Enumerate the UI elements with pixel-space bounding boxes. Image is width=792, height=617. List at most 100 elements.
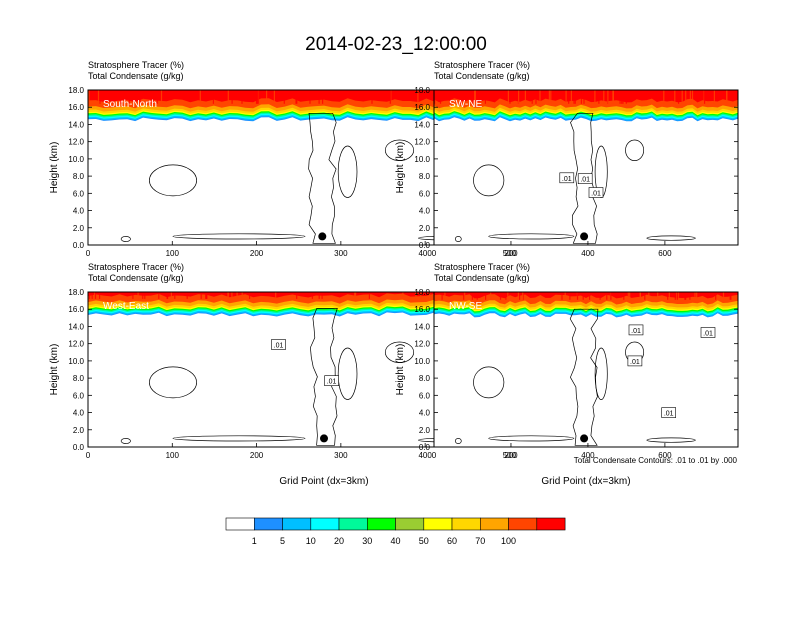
convective-column-contour bbox=[570, 112, 598, 244]
y-tick-label: 14.0 bbox=[68, 322, 84, 331]
tracer-streak bbox=[322, 90, 324, 104]
tracer-streak bbox=[206, 292, 208, 299]
tracer-streak bbox=[550, 90, 552, 104]
tracer-streak bbox=[368, 292, 370, 299]
condensate-contour bbox=[594, 347, 608, 400]
x-tick-label: 600 bbox=[658, 451, 672, 460]
condensate-contour bbox=[646, 437, 696, 443]
tracer-streak bbox=[241, 90, 243, 104]
tracer-streak bbox=[144, 292, 146, 299]
tracer-streak bbox=[689, 90, 691, 104]
tracer-streak bbox=[539, 90, 541, 104]
y-tick-label: 6.0 bbox=[73, 189, 85, 198]
tracer-streak bbox=[568, 90, 570, 104]
tracer-streak bbox=[296, 292, 298, 299]
tracer-streak bbox=[505, 292, 507, 300]
contour-label-box bbox=[628, 324, 644, 336]
tracer-streak bbox=[582, 292, 584, 300]
tracer-streak bbox=[200, 292, 202, 299]
colorbar-swatch bbox=[536, 517, 566, 531]
tracer-streak bbox=[97, 90, 100, 104]
convective-column-contour bbox=[310, 308, 338, 446]
contour-label-box bbox=[324, 375, 339, 387]
tracer-streak bbox=[713, 90, 715, 104]
contour-label-box bbox=[661, 407, 677, 418]
y-tick-label: 0.0 bbox=[419, 241, 431, 250]
tracer-streak bbox=[730, 292, 732, 300]
tracer-streak bbox=[231, 90, 233, 104]
tracer-streak bbox=[622, 90, 624, 104]
tracer-streak bbox=[441, 292, 443, 300]
colorbar-swatch bbox=[479, 517, 509, 531]
tracer-streak bbox=[594, 90, 596, 104]
tracer-streak bbox=[88, 292, 91, 299]
tracer-streak bbox=[105, 90, 107, 104]
colorbar-swatch bbox=[225, 517, 255, 531]
tracer-streak bbox=[464, 292, 466, 300]
tracer-streak bbox=[535, 90, 537, 104]
tracer-streak bbox=[88, 90, 90, 104]
tracer-streak bbox=[639, 292, 641, 300]
contour-label-box bbox=[577, 173, 593, 184]
y-tick-label: 12.0 bbox=[414, 340, 430, 349]
colorbar-label: 50 bbox=[419, 536, 429, 546]
tracer-streak bbox=[589, 292, 591, 300]
y-tick-label: 8.0 bbox=[73, 172, 85, 181]
tracer-streak bbox=[152, 90, 154, 104]
colorbar-label: 100 bbox=[501, 536, 516, 546]
tracer-streak bbox=[256, 90, 258, 104]
x-tick-label: 400 bbox=[581, 249, 595, 258]
tracer-streak bbox=[625, 90, 627, 104]
panel-label: NW-SE bbox=[449, 301, 482, 312]
contour-label: .01 bbox=[580, 177, 590, 184]
tracer-streak bbox=[156, 90, 158, 104]
y-tick-label: 6.0 bbox=[419, 391, 431, 400]
condensate-contour bbox=[488, 435, 575, 442]
tracer-streak bbox=[599, 292, 601, 300]
panel-3: Stratosphere Tracer (%)Total Condensate … bbox=[395, 262, 739, 487]
tracer-streak bbox=[619, 90, 621, 104]
y-tick-label: 18.0 bbox=[68, 86, 84, 95]
condensate-contour bbox=[473, 164, 505, 197]
y-tick-label: 4.0 bbox=[73, 409, 85, 418]
tracer-streak bbox=[627, 292, 629, 300]
y-tick-label: 4.0 bbox=[419, 207, 431, 216]
colorbar-swatch bbox=[423, 517, 453, 531]
tracer-streak bbox=[415, 292, 417, 299]
tracer-streak bbox=[402, 292, 404, 299]
y-tick-label: 10.0 bbox=[68, 155, 84, 164]
condensate-contours bbox=[454, 308, 696, 446]
condensate-contour bbox=[625, 139, 645, 161]
convective-column-contour bbox=[308, 112, 337, 244]
x-tick-label: 400 bbox=[581, 451, 595, 460]
y-tick-label: 10.0 bbox=[414, 357, 430, 366]
condensate-contour bbox=[384, 341, 415, 363]
tracer-streak bbox=[275, 292, 277, 299]
x-tick-label: 0 bbox=[86, 451, 91, 460]
tracer-streak bbox=[199, 90, 201, 104]
tracer-streak bbox=[663, 90, 665, 104]
tracer-streak bbox=[607, 90, 609, 104]
tracer-streak bbox=[484, 90, 486, 104]
tracer-streak bbox=[548, 90, 550, 104]
condensate-contour bbox=[646, 235, 696, 241]
colorbar-label: 60 bbox=[447, 536, 457, 546]
tracer-streak bbox=[309, 90, 311, 104]
tracer-streak bbox=[648, 292, 650, 300]
tracer-streak bbox=[524, 90, 526, 104]
tracer-streak bbox=[576, 292, 579, 300]
colorbar-swatch bbox=[366, 517, 396, 531]
panel-label: South-North bbox=[103, 99, 157, 110]
condensate-contour bbox=[473, 366, 505, 399]
panel-title-condensate: Total Condensate (g/kg) bbox=[88, 273, 184, 283]
tracer-streak bbox=[160, 90, 163, 104]
tracer-streak bbox=[598, 90, 600, 104]
section-center-marker bbox=[318, 232, 327, 241]
tracer-streak bbox=[132, 292, 134, 299]
tracer-streak bbox=[573, 90, 575, 104]
tracer-streak bbox=[227, 90, 229, 104]
panel-plot-area: .01 .01 .01 .01 bbox=[434, 292, 738, 447]
tracer-streak bbox=[612, 90, 614, 104]
colorbar-swatch bbox=[310, 517, 340, 531]
